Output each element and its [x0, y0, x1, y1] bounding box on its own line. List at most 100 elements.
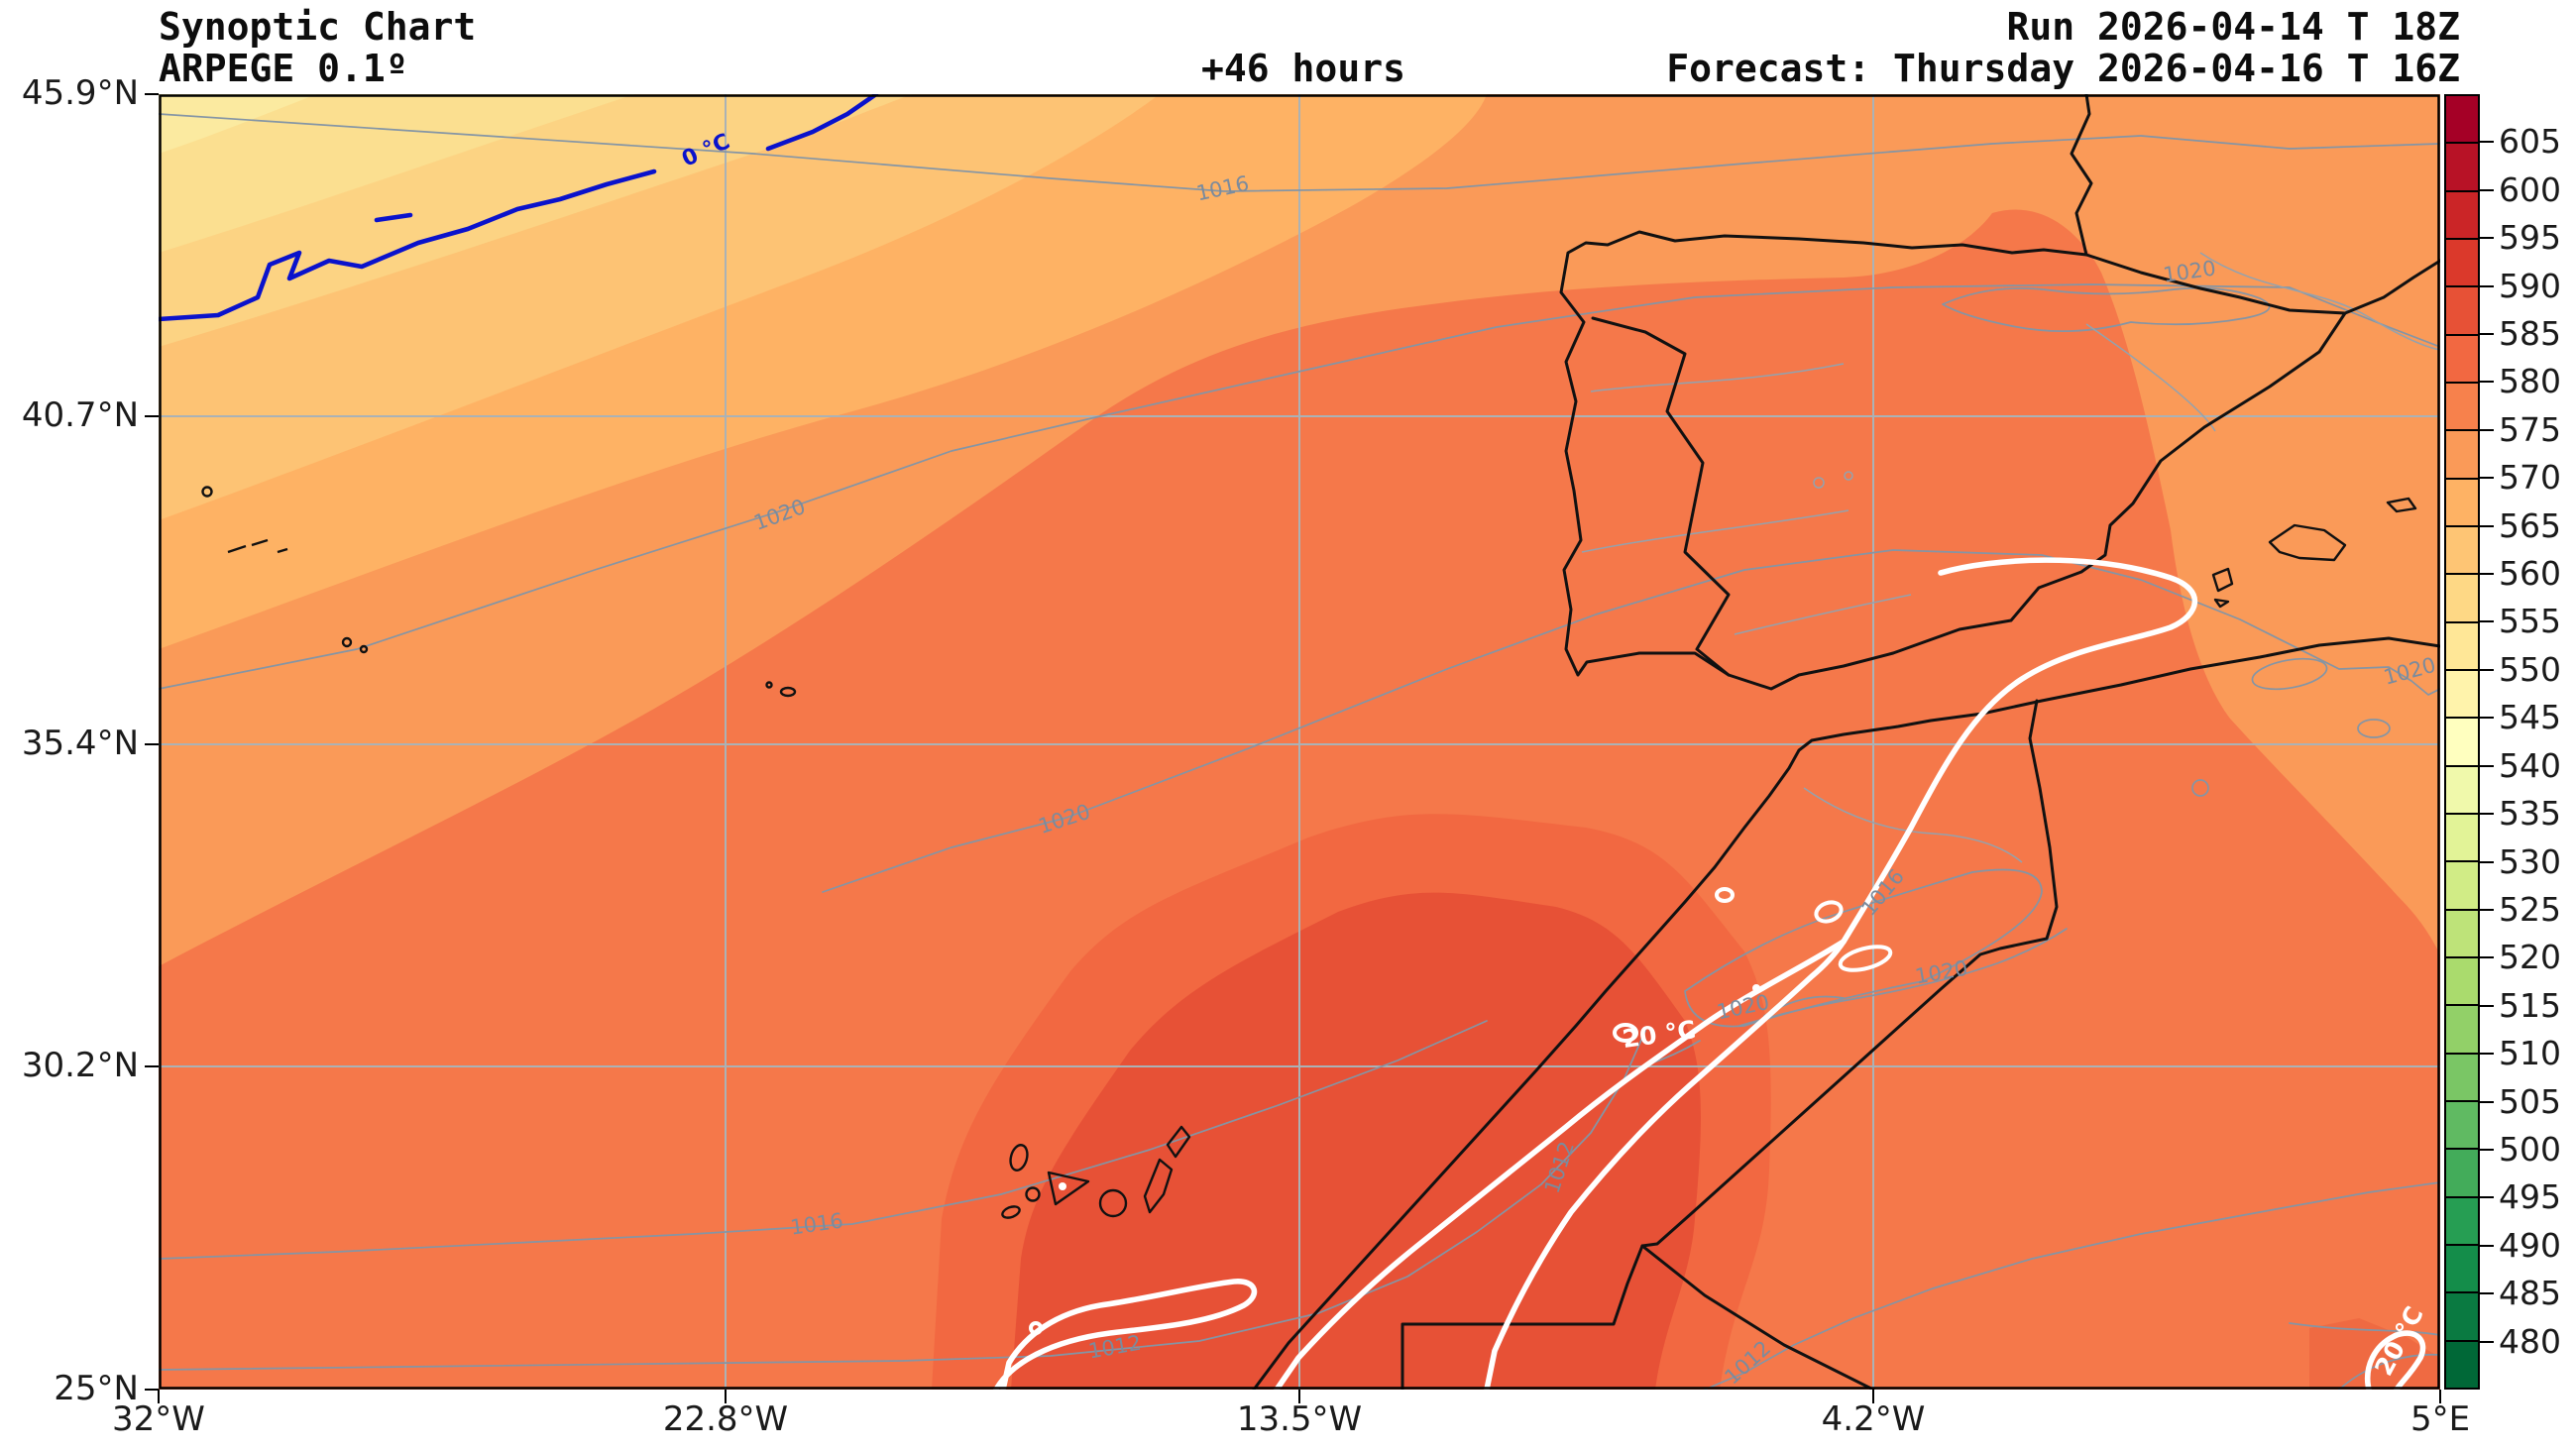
contour-se-2 [2338, 1353, 2441, 1391]
island-la-gomera [1025, 1186, 1041, 1202]
y-tick-mark [145, 415, 159, 417]
y-tick-label: 35.4°N [21, 724, 139, 763]
island-tenerife [1047, 1171, 1090, 1206]
isotherm-20c-islet-4 [1715, 887, 1735, 903]
isotherm-0c-dash [374, 212, 413, 223]
isotherm-20c-main [1274, 557, 2198, 1393]
colorbar-tick-label: 520 [2499, 938, 2561, 977]
isotherm-20c-islet-1 [1814, 900, 1844, 924]
border-portugal-spain [1591, 316, 1731, 677]
colorbar-segment [2446, 1148, 2478, 1196]
model-subtitle: ARPEGE 0.1º [159, 47, 408, 90]
contour-algeria-1 [2251, 657, 2328, 691]
x-tick-mark [2439, 1390, 2441, 1403]
page-title: Synoptic Chart [159, 5, 477, 49]
island-gran-canaria [1098, 1188, 1128, 1218]
colorbar [2444, 94, 2480, 1390]
colorbar-tick-mark [2480, 956, 2494, 959]
colorbar-tick-mark [2480, 908, 2494, 911]
colorbar-tick-label: 485 [2499, 1274, 2561, 1313]
lake-1 [1813, 477, 1825, 489]
map-area: 1016 1020 1020 1020 1020 1020 1020 1016 1016 1012… [156, 91, 2442, 1393]
isobar-1012-west [158, 1030, 1646, 1371]
colorbar-segment [2446, 668, 2478, 718]
colorbar-tick-mark [2480, 620, 2494, 623]
colorbar-segment [2446, 1052, 2478, 1100]
island-menorca [2386, 497, 2417, 513]
x-tick-mark [725, 1390, 727, 1403]
isotherm-20c-islet-5 [1029, 1321, 1043, 1335]
border-algeria-mauritania [1640, 1244, 1875, 1392]
island-porto-santo [765, 681, 773, 689]
colorbar-tick-label: 585 [2499, 314, 2561, 354]
colorbar-tick-label: 500 [2499, 1129, 2561, 1169]
y-tick-mark [145, 93, 159, 95]
isobar-1020-northwest [158, 283, 2441, 690]
colorbar-segment [2446, 237, 2478, 286]
colorbar-segment [2446, 620, 2478, 669]
y-tick-label: 40.7°N [21, 395, 139, 435]
colorbar-segment [2446, 189, 2478, 238]
island-formentera [2213, 598, 2230, 609]
colorbar-tick-label: 550 [2499, 649, 2561, 689]
island-azores-5 [341, 636, 353, 648]
colorbar-tick-mark [2480, 1148, 2494, 1151]
colorbar-tick-label: 495 [2499, 1177, 2561, 1217]
x-tick-label: 4.2°W [1821, 1399, 1926, 1439]
border-morocco-algeria [1400, 699, 2059, 1392]
colorbar-segment [2446, 1339, 2478, 1388]
azores-islands [201, 486, 369, 654]
y-tick-label: 25°N [54, 1369, 139, 1408]
colorbar-tick-mark [2480, 1244, 2494, 1247]
field-band-550-555 [159, 94, 634, 253]
river-douro [1590, 363, 1845, 392]
isobar-1020-south [822, 549, 2441, 893]
colorbar-tick-label: 600 [2499, 169, 2561, 209]
colorbar-tick-mark [2480, 1292, 2494, 1295]
colorbar-segment [2446, 429, 2478, 478]
isobar-1012-southeast [1704, 1181, 2441, 1391]
isotherm-20c-dot [1752, 984, 1760, 992]
isobars [158, 113, 2441, 1391]
colorbar-tick-mark [2480, 1196, 2494, 1199]
island-azores-3 [251, 538, 269, 547]
isotherm-20c-islet-3 [1613, 1023, 1638, 1043]
colorbar-segment [2446, 1004, 2478, 1053]
colorbar-segment [2446, 764, 2478, 813]
colorbar-tick-label: 590 [2499, 266, 2561, 305]
y-tick-label: 30.2°N [21, 1046, 139, 1085]
river-tagus [1581, 509, 1849, 553]
colorbar-tick-mark [2480, 1340, 2494, 1343]
colorbar-tick-label: 525 [2499, 889, 2561, 929]
isotherm-0c [156, 91, 879, 322]
coastline-iberia [1559, 230, 2347, 691]
colorbar-segment [2446, 1099, 2478, 1149]
colorbar-tick-label: 560 [2499, 554, 2561, 594]
colorbar-segment [2446, 285, 2478, 334]
colorbar-tick-label: 515 [2499, 985, 2561, 1025]
river-morocco [1803, 787, 2023, 863]
colorbar-tick-label: 580 [2499, 362, 2561, 401]
x-tick-label: 13.5°W [1236, 1399, 1363, 1439]
island-lanzarote [1166, 1125, 1191, 1159]
coastlines-borders [201, 92, 2442, 1392]
island-azores-2 [227, 544, 247, 554]
y-tick-mark [145, 1065, 159, 1067]
isotherm-20c-teide-dot [1059, 1182, 1066, 1190]
colorbar-tick-mark [2480, 573, 2494, 576]
colorbar-segment [2446, 142, 2478, 190]
run-block: Run 2026-04-14 T 18Z Forecast: Thursday … [1666, 6, 2460, 89]
colorbar-segment [2446, 381, 2478, 430]
colorbar-tick-mark [2480, 524, 2494, 527]
colorbar-tick-mark [2480, 764, 2494, 767]
isotherm-0c-east [765, 91, 879, 152]
colorbar-tick-label: 490 [2499, 1225, 2561, 1265]
colorbar-tick-label: 555 [2499, 602, 2561, 641]
field-band-545-550 [159, 94, 317, 154]
colorbar-tick-mark [2480, 1053, 2494, 1056]
river-ebro [2085, 323, 2216, 432]
colorbar-tick-mark [2480, 188, 2494, 191]
x-tick-mark [1872, 1390, 1874, 1403]
y-tick-mark [145, 743, 159, 745]
